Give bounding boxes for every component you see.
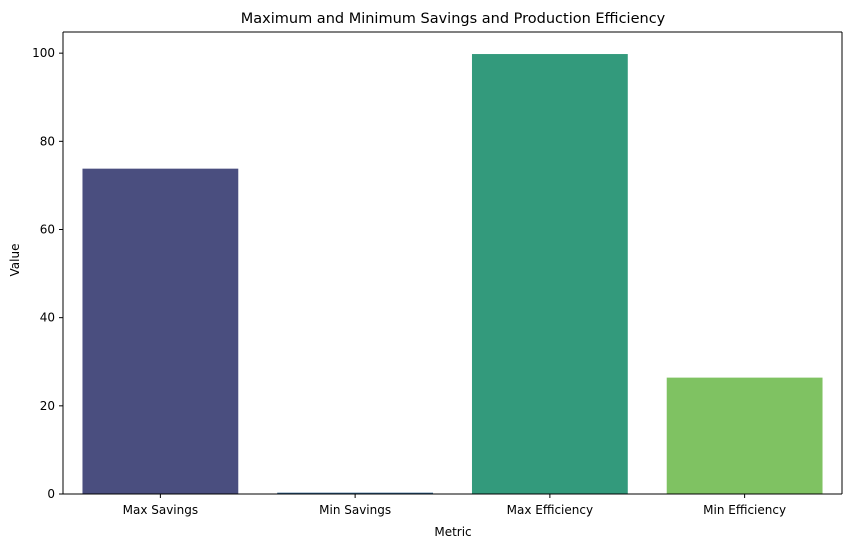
y-axis-label: Value — [8, 244, 22, 277]
bar-max-efficiency — [471, 54, 628, 494]
x-tick-label: Max Efficiency — [507, 503, 593, 517]
y-tick-label: 0 — [47, 487, 55, 501]
y-tick-label: 100 — [32, 46, 55, 60]
x-tick-label: Min Savings — [319, 503, 391, 517]
x-tick-label: Max Savings — [123, 503, 199, 517]
y-tick-label: 80 — [40, 134, 55, 148]
y-tick-label: 40 — [40, 311, 55, 325]
bar-max-savings — [82, 168, 239, 494]
x-axis-label: Metric — [434, 525, 471, 539]
plot-area: 0 20 40 60 80 100 Max Savings Min Savings Max Ef… — [32, 31, 843, 517]
y-tick-label: 60 — [40, 222, 55, 236]
bar-min-efficiency — [666, 377, 823, 494]
y-tick-label: 20 — [40, 399, 55, 413]
x-tick-label: Min Efficiency — [703, 503, 786, 517]
chart-title: Maximum and Minimum Savings and Producti… — [241, 11, 666, 27]
bar-min-savings — [277, 492, 434, 494]
